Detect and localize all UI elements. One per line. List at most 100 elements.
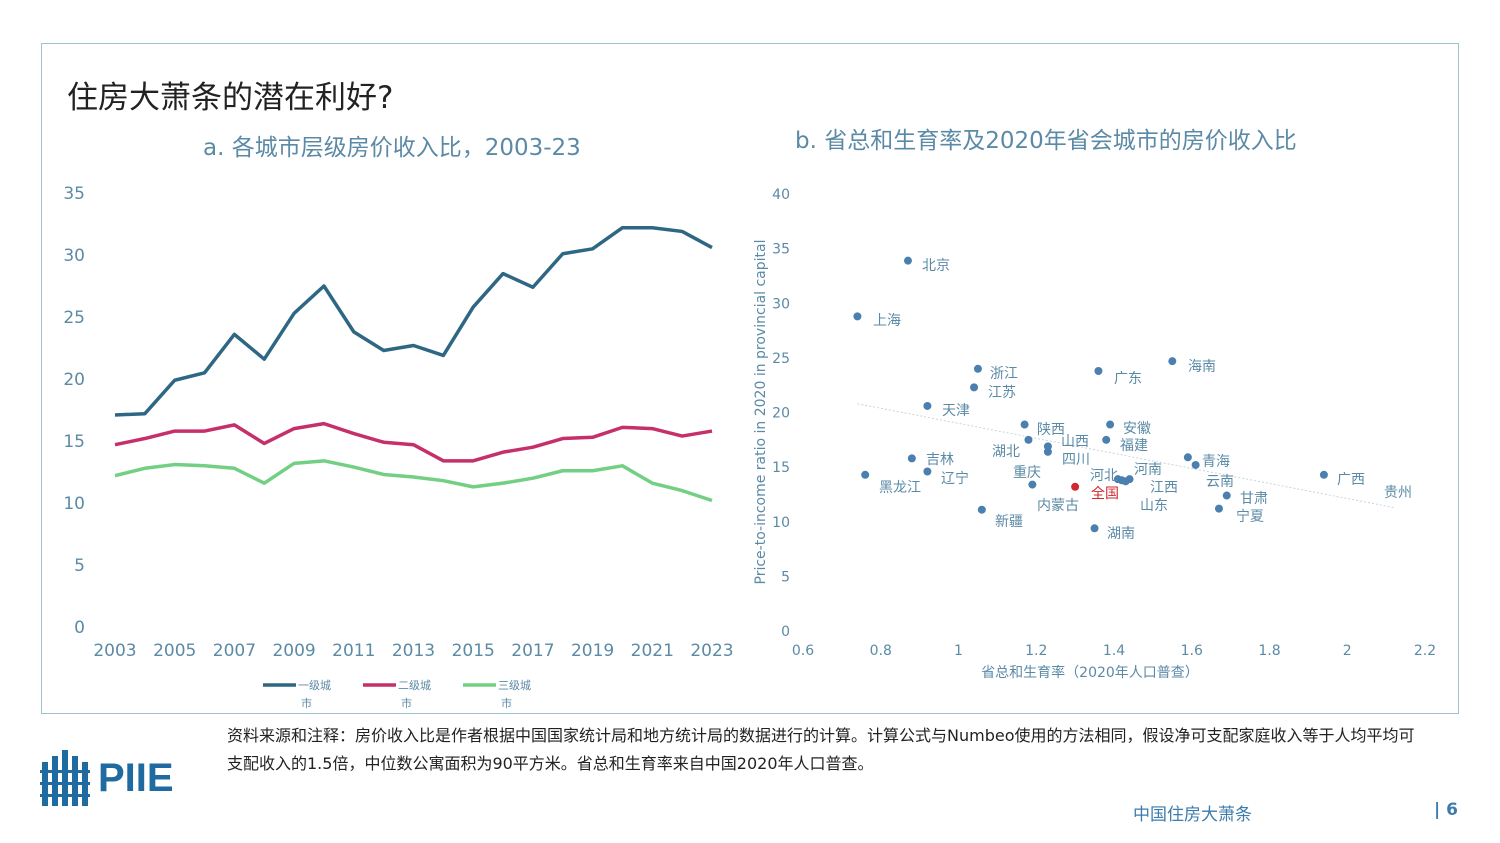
chart-a-title: a. 各城市层级房价收入比，2003-23 (203, 135, 581, 161)
point-label: 新疆 (995, 514, 1023, 530)
y-tick-label: 25 (772, 351, 790, 367)
scatter-point (1043, 447, 1052, 456)
x-axis-label: 省总和生育率（2020年人口普查） (981, 664, 1199, 681)
point-label: 安徽 (1123, 421, 1151, 437)
point-label: 青海 (1202, 454, 1230, 470)
point-label: 天津 (942, 403, 970, 419)
scatter-point (923, 401, 932, 410)
scatter-point (1222, 491, 1231, 500)
point-label: 全国 (1091, 485, 1119, 502)
x-tick-label: 2021 (631, 641, 674, 661)
scatter-point (1024, 435, 1033, 444)
y-axis-label: Price-to-income ratio in 2020 in provinc… (753, 240, 769, 585)
y-tick-label: 0 (781, 624, 790, 640)
point-label: 江西 (1150, 480, 1178, 496)
x-tick-label: 1.8 (1258, 643, 1280, 659)
page-title: 住房大萧条的潜在利好? (67, 80, 394, 116)
y-tick-label: 30 (63, 246, 85, 266)
legend-label-wrap: 市 (301, 696, 312, 710)
scatter-point (1214, 504, 1223, 513)
point-label: 江苏 (988, 385, 1016, 401)
y-tick-label: 30 (772, 296, 790, 312)
scatter-point (923, 467, 932, 476)
scatter-point (1020, 420, 1029, 429)
scatter-point (1071, 482, 1080, 491)
scatter-point (1102, 435, 1111, 444)
point-label: 上海 (873, 313, 901, 329)
x-tick-label: 2007 (213, 641, 256, 661)
source-note: 资料来源和注释：房价收入比是作者根据中国国家统计局和地方统计局的数据进行的计算。… (227, 726, 1415, 773)
scatter-point (1106, 420, 1115, 429)
series-line-3 (114, 459, 713, 503)
x-tick-label: 2017 (511, 641, 554, 661)
scatter-point (907, 454, 916, 463)
point-label: 贵州 (1384, 485, 1412, 501)
y-tick-label: 15 (772, 460, 790, 476)
x-tick-label: 2011 (332, 641, 375, 661)
point-label: 黑龙江 (879, 480, 921, 496)
legend-label: 一级城 (298, 679, 331, 692)
trend-line (857, 403, 1394, 509)
series-line-1 (114, 225, 713, 417)
point-label: 陕西 (1037, 422, 1065, 438)
point-label: 浙江 (990, 366, 1018, 382)
point-label: 山西 (1061, 434, 1089, 450)
y-tick-label: 25 (63, 308, 85, 328)
scatter-point (1028, 480, 1037, 489)
scatter-point (1183, 453, 1192, 462)
point-label: 吉林 (926, 452, 954, 468)
point-label: 辽宁 (941, 470, 969, 487)
piie-logo: PIIE (40, 748, 174, 808)
point-label: 湖南 (1107, 526, 1135, 542)
y-tick-label: 20 (63, 370, 85, 390)
point-label: 山东 (1140, 498, 1168, 514)
scatter-point (861, 470, 870, 479)
point-label: 河南 (1134, 462, 1162, 478)
x-tick-label: 1.4 (1103, 643, 1125, 659)
chart-b-title: b. 省总和生育率及2020年省会城市的房价收入比 (795, 128, 1297, 154)
scatter-point (977, 505, 986, 514)
point-label: 广东 (1114, 371, 1142, 387)
y-tick-label: 40 (772, 187, 790, 203)
x-tick-label: 2005 (153, 641, 196, 661)
x-tick-label: 2023 (690, 641, 733, 661)
point-label: 海南 (1188, 359, 1216, 375)
x-tick-label: 1 (954, 643, 963, 659)
point-label: 福建 (1120, 438, 1148, 454)
point-label: 湖北 (992, 444, 1020, 460)
x-tick-label: 1.6 (1181, 643, 1203, 659)
scatter-point (1319, 470, 1328, 479)
x-tick-label: 2013 (392, 641, 435, 661)
x-tick-label: 1.2 (1025, 643, 1047, 659)
legend-label-wrap: 市 (401, 696, 412, 710)
series-line-2 (114, 421, 713, 463)
x-tick-label: 0.8 (870, 643, 892, 659)
scatter-point (1168, 357, 1177, 366)
x-tick-label: 2003 (93, 641, 136, 661)
y-tick-label: 5 (781, 569, 790, 585)
y-tick-label: 15 (63, 432, 85, 452)
y-tick-label: 5 (74, 556, 85, 576)
scatter-point (973, 364, 982, 373)
scatter-point (853, 312, 862, 321)
scatter-point (1094, 366, 1103, 375)
point-label: 甘肃 (1240, 491, 1268, 507)
x-tick-label: 2015 (452, 641, 495, 661)
scatter-point (970, 383, 979, 392)
footer-title: 中国住房大萧条 (1133, 805, 1252, 825)
point-label: 内蒙古 (1037, 498, 1079, 514)
x-tick-label: 2019 (571, 641, 614, 661)
point-label: 云南 (1206, 474, 1234, 490)
legend-label-wrap: 市 (501, 696, 512, 710)
point-label: 广西 (1337, 472, 1365, 488)
x-tick-label: 0.6 (792, 643, 814, 659)
x-tick-label: 2009 (272, 641, 315, 661)
scatter-point (903, 256, 912, 265)
y-tick-label: 35 (63, 184, 85, 204)
legend-label: 二级城 (398, 679, 431, 692)
chart-frame (41, 43, 1459, 714)
y-tick-label: 0 (74, 618, 85, 638)
point-label: 四川 (1062, 452, 1090, 468)
scatter-point (1121, 477, 1130, 486)
